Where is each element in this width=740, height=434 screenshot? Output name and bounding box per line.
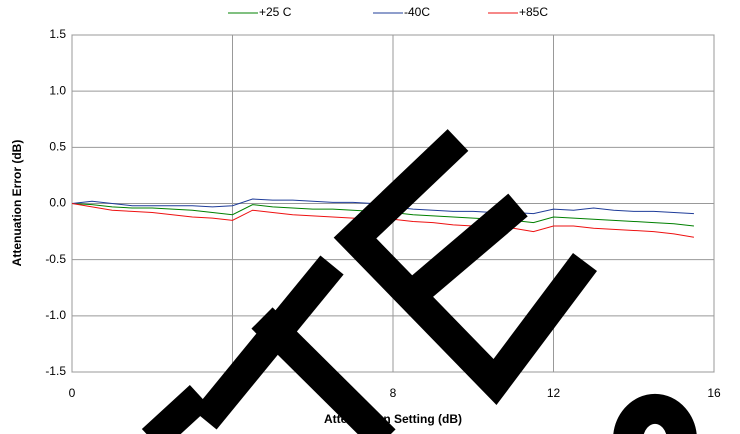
y-tick-label: -1.5 — [45, 364, 66, 378]
legend-label: +85C — [519, 5, 548, 19]
plot: -1.5-1.0-0.50.00.51.01.50 4 8 12 16 — [45, 27, 721, 400]
y-tick-label: 0.0 — [49, 196, 66, 210]
legend-label: +25 C — [259, 5, 292, 19]
y-tick-label: 1.5 — [49, 27, 66, 41]
y-tick-label: 0.5 — [49, 140, 66, 154]
watermark-stroke — [613, 393, 697, 434]
watermark-stroke — [141, 384, 211, 434]
y-axis-title: Attenuation Error (dB) — [10, 140, 24, 267]
x-tick-label: 0 — [69, 386, 76, 400]
watermark-stroke — [251, 307, 396, 434]
legend: +25 C -40C +85C — [228, 5, 548, 19]
y-tick-label: -0.5 — [45, 252, 66, 266]
x-tick-label: 16 — [707, 386, 721, 400]
y-tick-label: -1.0 — [45, 308, 66, 322]
x-tick-label: 12 — [547, 386, 561, 400]
watermark — [141, 129, 697, 434]
watermark-stroke — [333, 129, 597, 406]
y-tick-label: 1.0 — [49, 83, 66, 97]
x-tick-label: 8 — [390, 386, 397, 400]
watermark-stroke — [408, 193, 528, 302]
legend-label: -40C — [404, 5, 430, 19]
